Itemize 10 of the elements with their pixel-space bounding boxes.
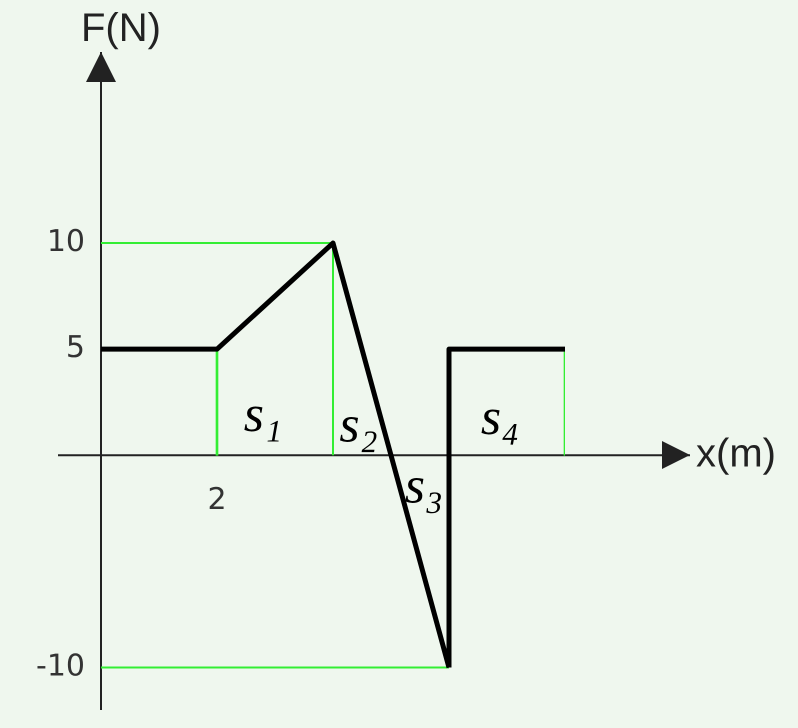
y-axis-title: F(N) <box>81 6 161 50</box>
annotation: s₁ <box>244 386 282 443</box>
annotation: s₂ <box>339 396 378 454</box>
y-tick-label: 5 <box>66 330 85 365</box>
x-axis-title: x(m) <box>696 431 776 476</box>
annotation: s₄ <box>480 389 520 446</box>
y-tick-label: -10 <box>36 648 85 684</box>
y-tick-label: 10 <box>46 224 85 259</box>
x-tick-label: 2 <box>207 482 227 518</box>
annotation: s₃ <box>404 458 444 515</box>
